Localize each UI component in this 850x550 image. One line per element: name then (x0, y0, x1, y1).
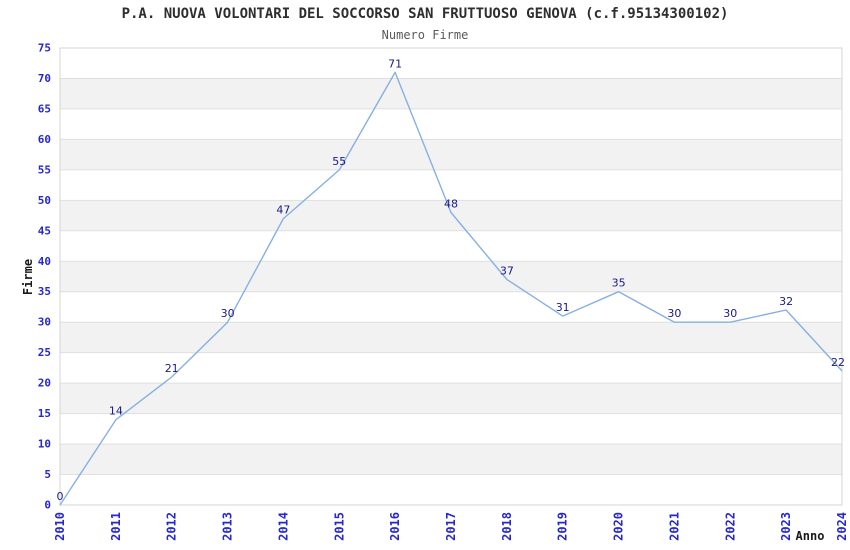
x-tick-label: 2024 (835, 512, 849, 541)
y-tick-label: 0 (44, 499, 51, 512)
data-point-label: 32 (779, 295, 793, 308)
data-point-label: 47 (276, 204, 290, 217)
data-point-label: 30 (221, 307, 235, 320)
data-point-label: 21 (165, 362, 179, 375)
data-point-label: 22 (831, 356, 845, 369)
plot-band (60, 139, 842, 170)
data-point-label: 48 (444, 198, 458, 211)
x-tick-label: 2014 (276, 512, 290, 541)
x-tick-label: 2019 (556, 512, 570, 541)
data-point-label: 0 (57, 490, 64, 503)
series-line (59, 71, 843, 506)
data-point-label: 55 (332, 155, 346, 168)
data-point-label: 71 (388, 57, 402, 70)
x-tick-label: 2010 (53, 512, 67, 541)
y-tick-label: 60 (38, 133, 51, 146)
x-tick-label: 2015 (332, 512, 346, 541)
x-tick-label: 2022 (723, 512, 737, 541)
data-point-label: 14 (109, 405, 123, 418)
x-tick-label: 2020 (612, 512, 626, 541)
data-point-label: 37 (500, 265, 514, 278)
plot-band (60, 200, 842, 231)
data-point-label: 30 (723, 307, 737, 320)
x-tick-label: 2016 (388, 512, 402, 541)
y-tick-label: 25 (38, 346, 51, 359)
y-tick-label: 65 (38, 102, 51, 115)
data-point-label: 30 (667, 307, 681, 320)
y-tick-label: 75 (38, 42, 51, 55)
y-tick-label: 50 (38, 194, 51, 207)
x-tick-label: 2023 (779, 512, 793, 541)
plot-band (60, 78, 842, 109)
y-tick-label: 15 (38, 407, 51, 420)
y-tick-label: 35 (38, 285, 51, 298)
plot-band (60, 444, 842, 475)
y-tick-label: 40 (38, 255, 51, 268)
x-tick-label: 2017 (444, 512, 458, 541)
y-tick-label: 10 (38, 438, 51, 451)
y-tick-label: 70 (38, 72, 51, 85)
x-axis-title: Anno (796, 529, 825, 543)
plot-band (60, 383, 842, 414)
y-axis-title: Firme (21, 259, 35, 295)
y-tick-label: 45 (38, 224, 51, 237)
x-tick-label: 2021 (667, 512, 681, 541)
plot-band (60, 261, 842, 292)
data-point-label: 35 (612, 277, 626, 290)
chart-title: P.A. NUOVA VOLONTARI DEL SOCCORSO SAN FR… (121, 6, 729, 22)
x-tick-label: 2011 (109, 512, 123, 541)
data-point-label: 31 (556, 301, 570, 314)
y-tick-label: 5 (44, 468, 51, 481)
x-tick-label: 2018 (500, 512, 514, 541)
plot-band (60, 322, 842, 353)
y-tick-label: 55 (38, 163, 51, 176)
y-tick-label: 20 (38, 377, 51, 390)
chart-subtitle: Numero Firme (381, 28, 469, 42)
y-tick-label: 30 (38, 316, 51, 329)
x-tick-label: 2013 (221, 512, 235, 541)
plot-border (59, 47, 843, 506)
x-tick-label: 2012 (165, 512, 179, 541)
